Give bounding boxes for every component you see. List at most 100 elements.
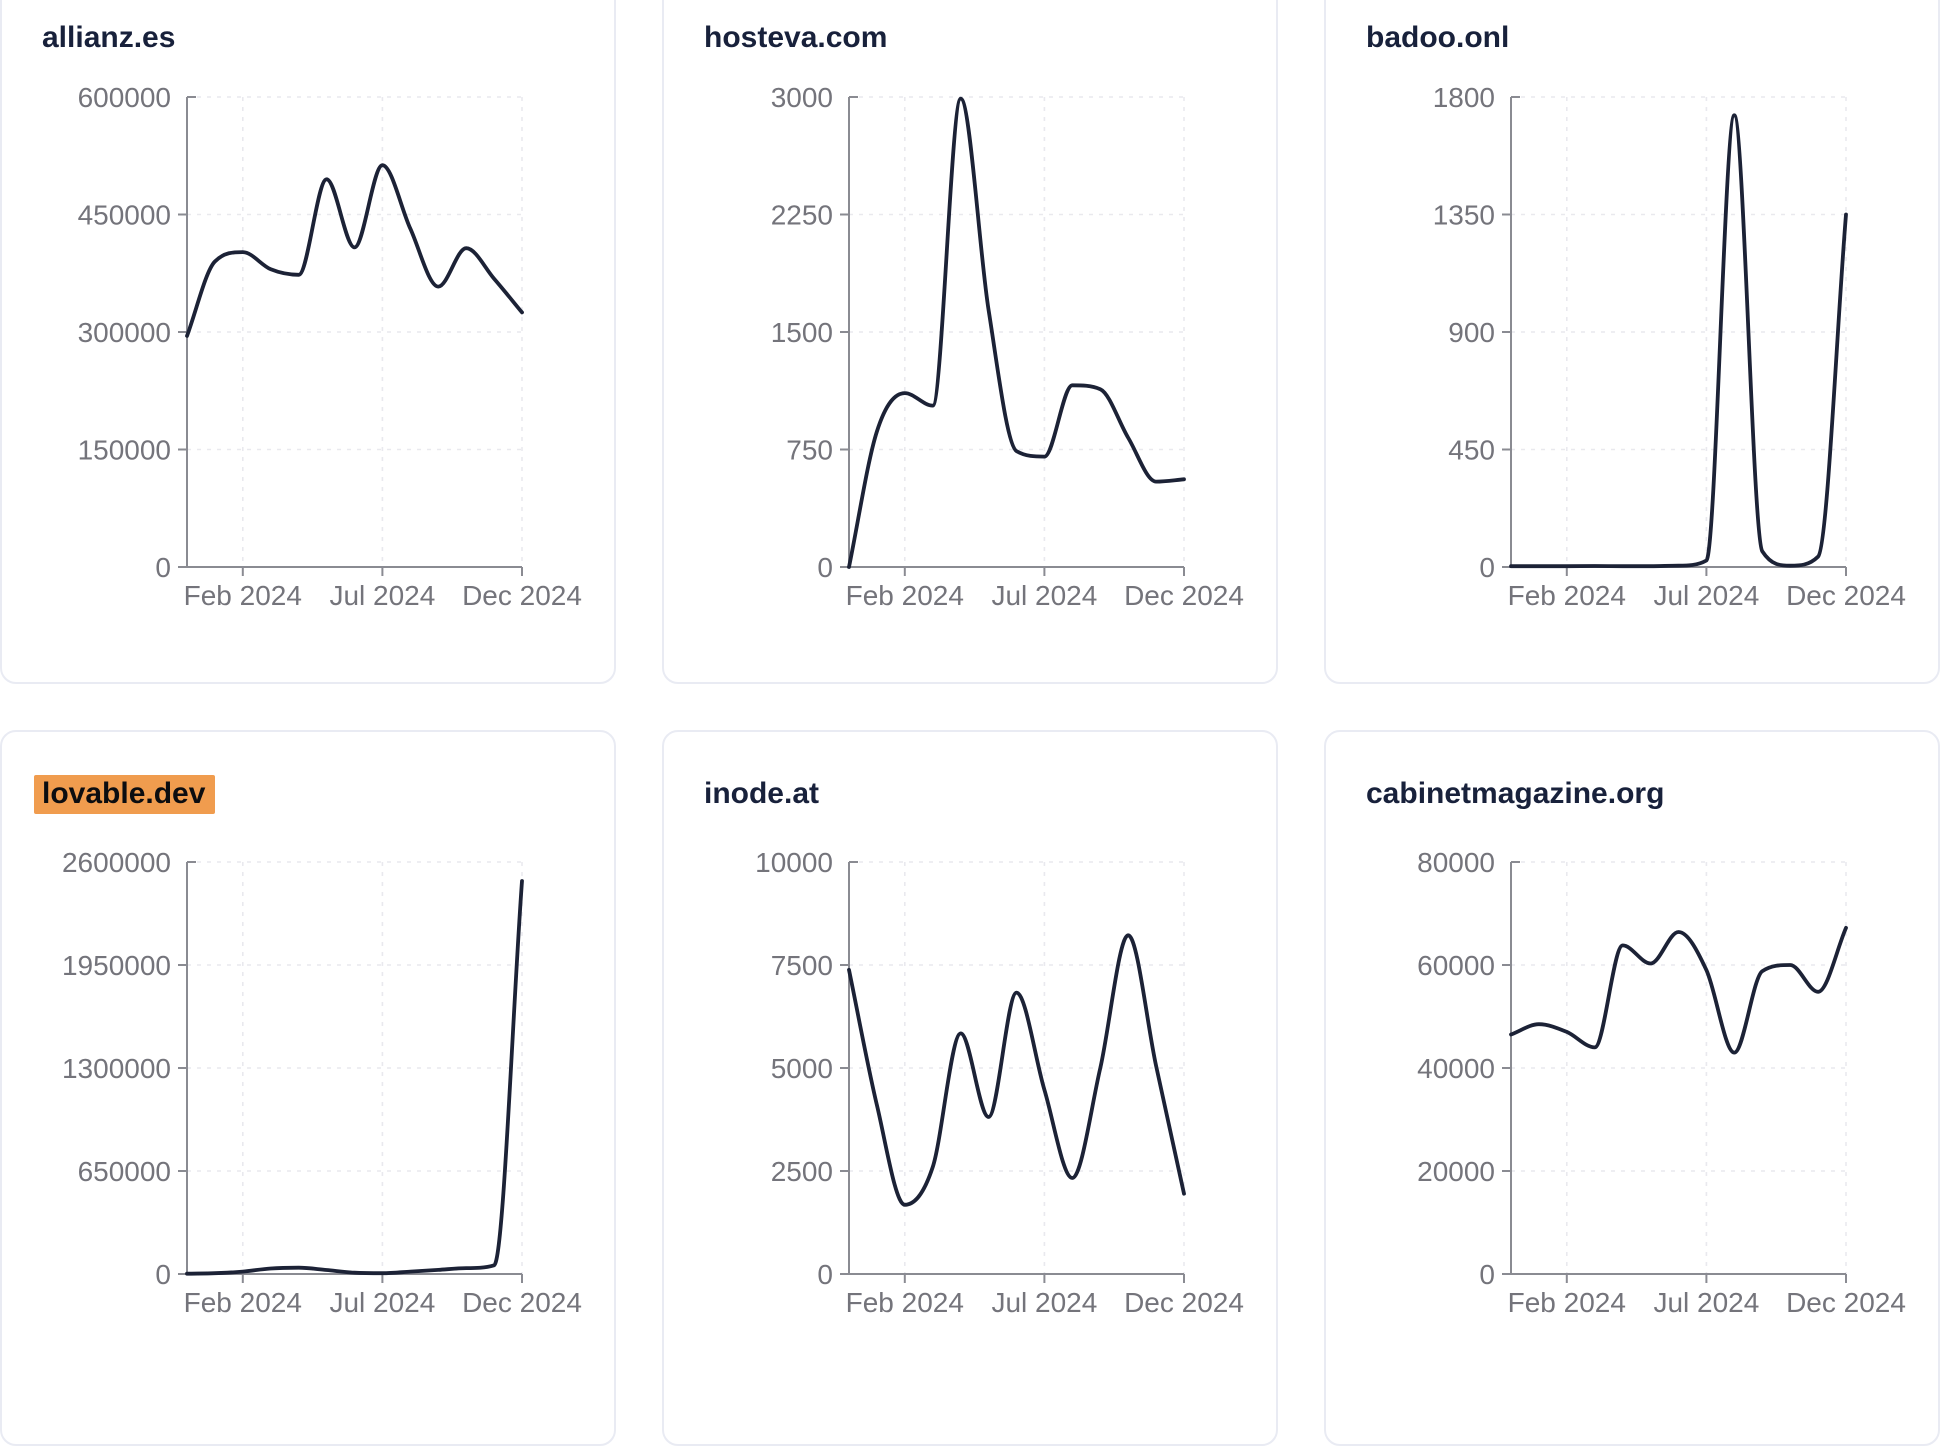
line-chart: 0 750 1500 2250 3000 Feb 2024 Jul 2024 Dec 2024 — [771, 82, 1244, 611]
svg-text:40000: 40000 — [1417, 1053, 1495, 1084]
chart-title-row: hosteva.com — [704, 20, 887, 55]
svg-text:Jul 2024: Jul 2024 — [329, 1287, 435, 1318]
axes — [178, 96, 523, 576]
x-tick-labels: Feb 2024 Jul 2024 Dec 2024 — [1508, 1287, 1906, 1318]
svg-text:3000: 3000 — [771, 82, 833, 113]
svg-text:0: 0 — [1479, 1259, 1495, 1290]
chart-card[interactable]: inode.at 0 2500 5000 7500 10000 Feb 2024 Jul 2… — [662, 730, 1278, 1446]
y-tick-labels: 0 20000 40000 60000 80000 — [1417, 847, 1495, 1290]
x-tick-labels: Feb 2024 Jul 2024 Dec 2024 — [184, 1287, 582, 1318]
svg-text:0: 0 — [155, 1259, 171, 1290]
svg-text:Feb 2024: Feb 2024 — [846, 1287, 964, 1318]
svg-text:300000: 300000 — [78, 317, 171, 348]
grid-lines — [187, 96, 523, 567]
svg-text:Dec 2024: Dec 2024 — [1124, 580, 1244, 611]
svg-text:1800: 1800 — [1433, 82, 1495, 113]
axes — [1502, 861, 1847, 1283]
series-line — [185, 879, 524, 1276]
svg-text:150000: 150000 — [78, 435, 171, 466]
line-chart: 0 20000 40000 60000 80000 Feb 2024 Jul 2024 Dec… — [1417, 847, 1906, 1318]
svg-text:2500: 2500 — [771, 1156, 833, 1187]
svg-text:Feb 2024: Feb 2024 — [1508, 580, 1626, 611]
chart-title-row: badoo.onl — [1366, 20, 1509, 55]
chart-card[interactable]: badoo.onl 0 450 900 1350 1800 Feb 2024 Jul 202… — [1324, 0, 1940, 684]
svg-text:Jul 2024: Jul 2024 — [991, 1287, 1097, 1318]
svg-text:Feb 2024: Feb 2024 — [184, 580, 302, 611]
axes — [178, 861, 523, 1283]
y-tick-labels: 0 750 1500 2250 3000 — [771, 82, 833, 583]
series-line — [847, 933, 1186, 1207]
x-tick-labels: Feb 2024 Jul 2024 Dec 2024 — [1508, 580, 1906, 611]
axes — [840, 861, 1185, 1283]
series-line — [1509, 926, 1848, 1055]
y-tick-labels: 0 450 900 1350 1800 — [1433, 82, 1495, 583]
line-chart: 0 650000 1300000 1950000 2600000 Feb 2024 Jul … — [62, 847, 582, 1318]
x-tick-labels: Feb 2024 Jul 2024 Dec 2024 — [184, 580, 582, 611]
grid-lines — [1511, 96, 1847, 567]
axes — [840, 96, 1185, 576]
series-line — [185, 163, 524, 338]
x-tick-labels: Feb 2024 Jul 2024 Dec 2024 — [846, 580, 1244, 611]
svg-text:Feb 2024: Feb 2024 — [846, 580, 964, 611]
svg-text:20000: 20000 — [1417, 1156, 1495, 1187]
svg-text:Feb 2024: Feb 2024 — [1508, 1287, 1626, 1318]
grid-lines — [849, 861, 1185, 1274]
svg-text:1950000: 1950000 — [62, 950, 171, 981]
svg-text:Dec 2024: Dec 2024 — [1786, 1287, 1906, 1318]
chart-title: hosteva.com — [704, 21, 888, 54]
chart-title: cabinetmagazine.org — [1366, 777, 1665, 810]
svg-text:750: 750 — [786, 435, 833, 466]
grid-lines — [1511, 861, 1847, 1274]
svg-text:Feb 2024: Feb 2024 — [184, 1287, 302, 1318]
y-tick-labels: 0 150000 300000 450000 600000 — [78, 82, 171, 583]
axes — [1502, 96, 1847, 576]
chart-card[interactable]: allianz.es 0 150000 300000 450000 600000 Feb … — [0, 0, 616, 684]
svg-text:0: 0 — [817, 552, 833, 583]
svg-text:600000: 600000 — [78, 82, 171, 113]
y-tick-labels: 0 2500 5000 7500 10000 — [755, 847, 833, 1290]
x-tick-labels: Feb 2024 Jul 2024 Dec 2024 — [846, 1287, 1244, 1318]
svg-text:2250: 2250 — [771, 200, 833, 231]
svg-text:60000: 60000 — [1417, 950, 1495, 981]
svg-text:Jul 2024: Jul 2024 — [1653, 580, 1759, 611]
svg-text:10000: 10000 — [755, 847, 833, 878]
svg-text:450000: 450000 — [78, 200, 171, 231]
svg-text:Jul 2024: Jul 2024 — [1653, 1287, 1759, 1318]
svg-text:Jul 2024: Jul 2024 — [329, 580, 435, 611]
svg-text:7500: 7500 — [771, 950, 833, 981]
svg-text:Jul 2024: Jul 2024 — [991, 580, 1097, 611]
svg-text:0: 0 — [817, 1259, 833, 1290]
series-line — [1509, 113, 1848, 569]
y-tick-labels: 0 650000 1300000 1950000 2600000 — [62, 847, 171, 1290]
chart-title: badoo.onl — [1366, 21, 1510, 54]
chart-title-row: cabinetmagazine.org — [1366, 776, 1664, 811]
chart-title-row: allianz.es — [42, 20, 175, 55]
series-line — [847, 96, 1186, 569]
chart-title: inode.at — [704, 777, 820, 810]
svg-text:0: 0 — [155, 552, 171, 583]
svg-text:Dec 2024: Dec 2024 — [1786, 580, 1906, 611]
grid-lines — [849, 96, 1185, 567]
svg-text:650000: 650000 — [78, 1156, 171, 1187]
chart-title-row: lovable.dev — [34, 775, 216, 814]
svg-text:5000: 5000 — [771, 1053, 833, 1084]
chart-title-row: inode.at — [704, 776, 819, 811]
chart-title-highlighted: lovable.dev — [34, 775, 216, 814]
svg-text:1500: 1500 — [771, 317, 833, 348]
chart-title: allianz.es — [42, 21, 176, 54]
svg-text:1300000: 1300000 — [62, 1053, 171, 1084]
line-chart: 0 2500 5000 7500 10000 Feb 2024 Jul 2024 Dec 20… — [755, 847, 1244, 1318]
svg-text:2600000: 2600000 — [62, 847, 171, 878]
chart-card[interactable]: lovable.dev 0 650000 1300000 1950000 2600000… — [0, 730, 616, 1446]
chart-card[interactable]: hosteva.com 0 750 1500 2250 3000 Feb 2024 Jul … — [662, 0, 1278, 684]
svg-text:900: 900 — [1448, 317, 1495, 348]
svg-text:450: 450 — [1448, 435, 1495, 466]
line-chart: 0 450 900 1350 1800 Feb 2024 Jul 2024 Dec 2024 — [1433, 82, 1906, 611]
grid-lines — [187, 861, 523, 1274]
svg-text:Dec 2024: Dec 2024 — [462, 580, 582, 611]
chart-card: cabinetmagazine.org 0 20000 40000 60000 8000… — [1324, 730, 1940, 1446]
svg-text:80000: 80000 — [1417, 847, 1495, 878]
line-chart: 0 150000 300000 450000 600000 Feb 2024 Jul 202… — [78, 82, 582, 611]
svg-text:1350: 1350 — [1433, 200, 1495, 231]
